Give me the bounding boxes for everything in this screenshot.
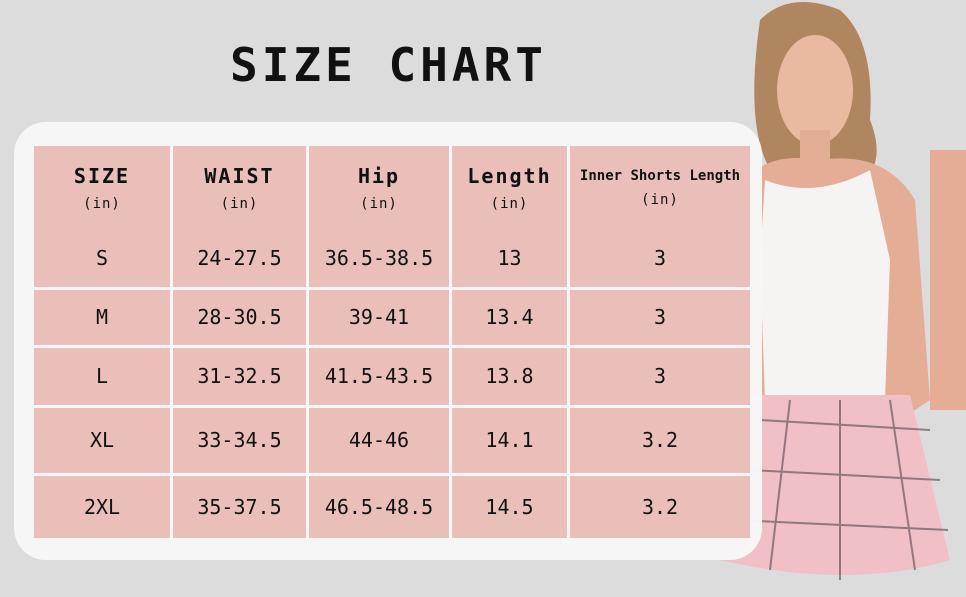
table-cell: S xyxy=(34,230,173,290)
header-label: Inner Shorts Length xyxy=(579,168,741,184)
header-label: Hip xyxy=(357,164,401,188)
table-cell: L xyxy=(34,344,173,408)
table-cell: 41.5-43.5 xyxy=(306,344,452,408)
table-row: XL 33-34.5 44-46 14.1 3.2 xyxy=(34,404,750,476)
table-cell: 31-32.5 xyxy=(170,344,309,408)
table-cell: 14.1 xyxy=(449,404,570,476)
table-row: L 31-32.5 41.5-43.5 13.8 3 xyxy=(34,344,750,408)
table-cell: 14.5 xyxy=(449,472,570,538)
table-row: S 24-27.5 36.5-38.5 13 3 xyxy=(34,230,750,290)
header-length: Length (in) xyxy=(449,146,570,230)
table-cell: 13.8 xyxy=(449,344,570,408)
table-row: M 28-30.5 39-41 13.4 3 xyxy=(34,286,750,348)
header-label: SIZE xyxy=(73,164,131,188)
header-hip: Hip (in) xyxy=(306,146,452,230)
table-cell: 13.4 xyxy=(449,286,570,348)
header-size: SIZE (in) xyxy=(34,146,173,230)
header-unit: (in) xyxy=(360,196,398,212)
header-label: Length xyxy=(467,164,552,188)
page-title: SIZE CHART xyxy=(230,38,547,92)
table-cell: 3 xyxy=(567,230,750,290)
header-waist: WAIST (in) xyxy=(170,146,309,230)
header-inner-shorts-length: Inner Shorts Length (in) xyxy=(567,146,750,230)
table-cell: 3 xyxy=(567,286,750,348)
table-cell: 35-37.5 xyxy=(170,472,309,538)
size-table: SIZE (in) WAIST (in) Hip (in) Length (in) In… xyxy=(34,146,750,538)
table-header-row: SIZE (in) WAIST (in) Hip (in) Length (in) In… xyxy=(34,146,750,230)
table-cell: 28-30.5 xyxy=(170,286,309,348)
table-cell: 3 xyxy=(567,344,750,408)
model-photo xyxy=(700,0,966,597)
table-cell: 33-34.5 xyxy=(170,404,309,476)
header-unit: (in) xyxy=(490,196,529,212)
table-cell: 46.5-48.5 xyxy=(306,472,452,538)
table-cell: 13 xyxy=(449,230,570,290)
header-unit: (in) xyxy=(83,196,121,212)
table-cell: 2XL xyxy=(34,472,173,538)
table-cell: 3.2 xyxy=(567,472,750,538)
table-cell: 36.5-38.5 xyxy=(306,230,452,290)
table-cell: M xyxy=(34,286,173,348)
header-label: WAIST xyxy=(204,164,275,188)
header-unit: (in) xyxy=(641,192,679,208)
table-cell: 24-27.5 xyxy=(170,230,309,290)
table-cell: 39-41 xyxy=(306,286,452,348)
header-unit: (in) xyxy=(220,196,259,212)
table-row: 2XL 35-37.5 46.5-48.5 14.5 3.2 xyxy=(34,472,750,538)
table-cell: XL xyxy=(34,404,173,476)
table-cell: 3.2 xyxy=(567,404,750,476)
table-cell: 44-46 xyxy=(306,404,452,476)
